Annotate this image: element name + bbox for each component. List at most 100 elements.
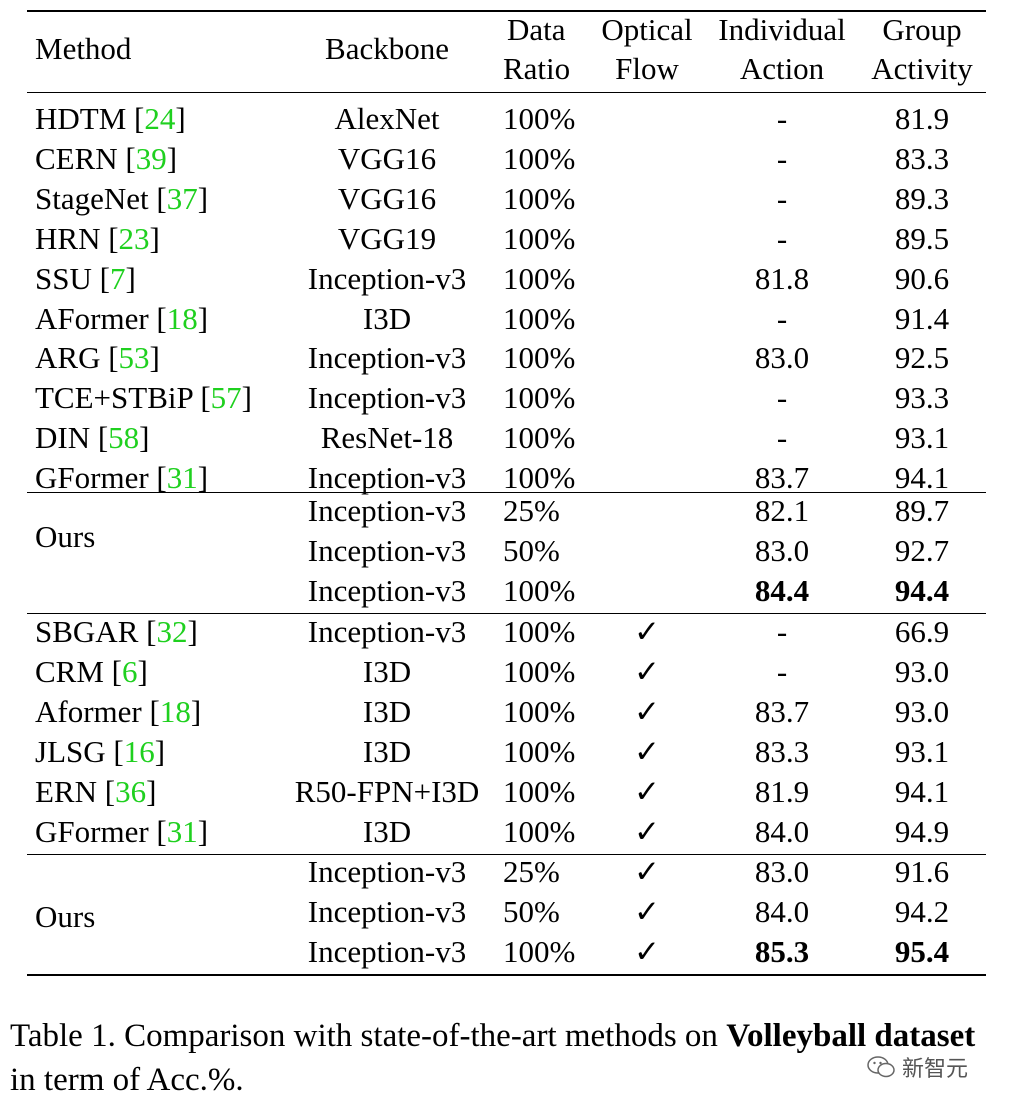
individual-action-cell: - [776, 380, 788, 416]
data-ratio-cell: 25% [503, 854, 560, 889]
group-activity-cell: 93.3 [894, 380, 950, 416]
group-activity-cell: 94.1 [894, 773, 950, 809]
group-activity-cell: 94.2 [894, 893, 950, 929]
group-activity-cell: 94.9 [894, 813, 950, 849]
method-name: JLSG [16] [35, 733, 166, 769]
data-ratio-cell: 50% [503, 893, 560, 929]
data-ratio-cell: 100% [503, 572, 576, 608]
citation-link[interactable]: 37 [166, 180, 198, 216]
citation-link[interactable]: 58 [108, 420, 140, 456]
citation-link[interactable]: 7 [109, 260, 126, 296]
individual-action-cell: 84.0 [754, 813, 810, 849]
backbone-cell: Inception-v3 [307, 340, 467, 376]
individual-action-cell: 83.0 [754, 532, 810, 568]
backbone-cell: AlexNet [334, 101, 440, 136]
data-ratio-cell: 100% [503, 460, 576, 496]
method-name: DIN [58] [35, 420, 150, 456]
optical-flow-check [597, 139, 697, 179]
citation-link[interactable]: 16 [123, 733, 155, 769]
ours-label: Ours [35, 899, 96, 934]
individual-action-cell: 83.0 [754, 854, 810, 889]
data-ratio-cell: 100% [503, 420, 576, 456]
optical-flow-check [597, 179, 697, 219]
citation-link[interactable]: 31 [166, 460, 198, 496]
citation-link[interactable]: 18 [166, 300, 198, 336]
caption-suffix: in term of Acc.%. [10, 1062, 244, 1098]
optical-flow-check: ✓ [634, 653, 660, 689]
citation-link[interactable]: 57 [210, 380, 242, 416]
group-activity-cell: 94.1 [894, 460, 950, 496]
citation-link[interactable]: 24 [144, 101, 176, 136]
optical-flow-check: ✓ [634, 854, 660, 889]
group-activity-cell: 90.6 [894, 260, 950, 296]
section-rule-1 [27, 492, 986, 493]
backbone-cell: I3D [362, 693, 412, 729]
optical-flow-check: ✓ [634, 893, 660, 929]
individual-action-cell: 85.3 [754, 933, 810, 969]
backbone-cell: VGG19 [337, 220, 437, 256]
backbone-cell: Inception-v3 [307, 460, 467, 496]
individual-action-cell: 83.7 [754, 460, 810, 496]
header-activity: Activity [871, 51, 973, 86]
optical-flow-check [597, 219, 697, 259]
method-name: SBGAR [32] [35, 614, 198, 649]
section-rule-2 [27, 613, 986, 614]
group-activity-cell: 94.4 [894, 572, 950, 608]
group-activity-cell: 93.1 [894, 420, 950, 456]
citation-link[interactable]: 23 [118, 220, 150, 256]
optical-flow-check: ✓ [634, 773, 660, 809]
citation-link[interactable]: 53 [118, 340, 150, 376]
individual-action-cell: - [776, 220, 788, 256]
method-name: ERN [36] [35, 773, 157, 809]
citation-link[interactable]: 39 [135, 140, 167, 176]
backbone-cell: Inception-v3 [307, 933, 467, 969]
optical-flow-check: ✓ [634, 733, 660, 769]
group-activity-cell: 89.5 [894, 220, 950, 256]
backbone-cell: VGG16 [337, 140, 437, 176]
group-activity-cell: 83.3 [894, 140, 950, 176]
citation-link[interactable]: 32 [156, 614, 188, 649]
data-ratio-cell: 25% [503, 493, 560, 528]
individual-action-cell: 84.0 [754, 893, 810, 929]
citation-link[interactable]: 6 [122, 653, 138, 689]
backbone-cell: Inception-v3 [307, 532, 467, 568]
data-ratio-cell: 100% [503, 140, 576, 176]
data-ratio-cell: 100% [503, 380, 576, 416]
optical-flow-check [597, 338, 697, 378]
method-name: CERN [39] [35, 140, 178, 176]
citation-link[interactable]: 18 [159, 693, 191, 729]
individual-action-cell: 83.0 [754, 340, 810, 376]
optical-flow-check: ✓ [634, 933, 660, 969]
data-ratio-cell: 100% [503, 653, 576, 689]
header-group: Group [882, 12, 962, 47]
backbone-cell: Inception-v3 [307, 614, 467, 649]
citation-link[interactable]: 31 [166, 813, 198, 849]
wechat-icon [867, 1056, 895, 1078]
method-name: AFormer [18] [35, 300, 209, 336]
optical-flow-check [597, 491, 697, 531]
header-backbone: Backbone [325, 31, 449, 66]
data-ratio-cell: 100% [503, 220, 576, 256]
group-activity-cell: 89.3 [894, 180, 950, 216]
individual-action-cell: 83.7 [754, 693, 810, 729]
data-ratio-cell: 100% [503, 180, 576, 216]
method-name: HDTM [24] [35, 101, 186, 136]
data-ratio-cell: 100% [503, 813, 576, 849]
method-name: GFormer [31] [35, 813, 209, 849]
backbone-cell: Inception-v3 [307, 893, 467, 929]
header-ratio: Ratio [503, 51, 571, 86]
group-activity-cell: 93.0 [894, 693, 950, 729]
method-name: SSU [7] [35, 260, 136, 296]
table-caption: Table 1. Comparison with state-of-the-ar… [10, 1014, 1005, 1102]
group-activity-cell: 91.6 [894, 854, 950, 889]
backbone-cell: Inception-v3 [307, 260, 467, 296]
data-ratio-cell: 50% [503, 532, 560, 568]
top-rule [27, 10, 986, 12]
individual-action-cell: - [776, 180, 788, 216]
data-ratio-cell: 100% [503, 614, 576, 649]
header-individual: Individual [718, 12, 846, 47]
optical-flow-check [597, 571, 697, 611]
citation-link[interactable]: 36 [115, 773, 147, 809]
group-activity-cell: 93.1 [894, 733, 950, 769]
header-flow: Flow [615, 51, 679, 86]
